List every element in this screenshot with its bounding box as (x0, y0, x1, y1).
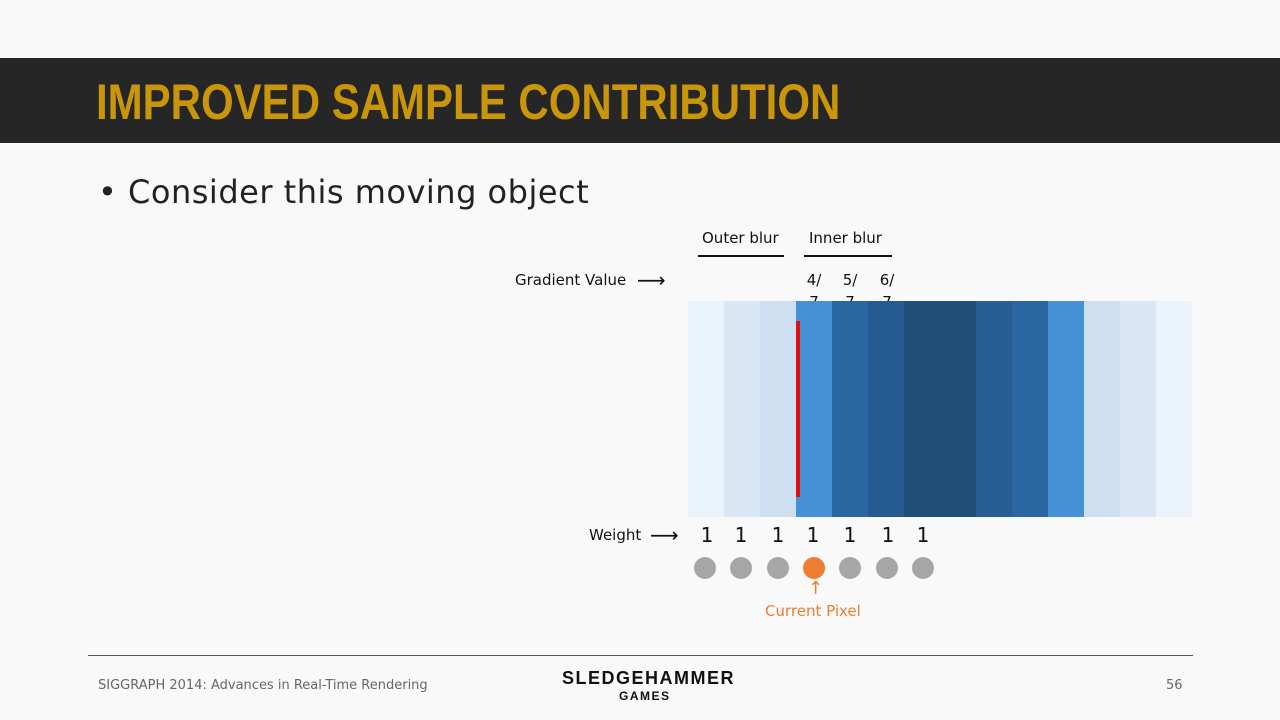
fraction-numerator: 6/ (879, 271, 895, 289)
gradient-band (1084, 301, 1120, 517)
bullet-point: • Consider this moving object (98, 173, 590, 211)
footer-divider (88, 655, 1193, 656)
gradient-band (688, 301, 724, 517)
right-arrow-icon: ⟶ (637, 268, 666, 292)
gradient-band (796, 301, 832, 517)
right-arrow-icon: ⟶ (650, 523, 679, 547)
weight-value: 1 (881, 523, 895, 547)
gradient-band (760, 301, 796, 517)
outer-blur-underline (698, 255, 784, 257)
gradient-band (868, 301, 904, 517)
weight-value: 1 (700, 523, 714, 547)
weight-value: 1 (771, 523, 785, 547)
sample-dot (767, 557, 789, 579)
current-pixel-dot (803, 557, 825, 579)
sample-dot (730, 557, 752, 579)
outer-blur-label: Outer blur (702, 229, 779, 247)
weight-value: 1 (734, 523, 748, 547)
logo-sledgehammer: SLEDGEHAMMER (562, 668, 736, 688)
fraction-numerator: 5/ (842, 271, 858, 289)
gradient-band (904, 301, 940, 517)
title-bar (0, 58, 1280, 143)
weight-value: 1 (843, 523, 857, 547)
sample-dot (839, 557, 861, 579)
slide-title: IMPROVED SAMPLE CONTRIBUTION (96, 74, 841, 130)
footer-conference: SIGGRAPH 2014: Advances in Real-Time Ren… (98, 678, 428, 693)
gradient-band (832, 301, 868, 517)
gradient-band (976, 301, 1012, 517)
motion-blur-strip (688, 301, 1192, 517)
current-pixel-label: Current Pixel (765, 602, 861, 620)
object-edge-line (796, 321, 800, 497)
fraction-numerator: 4/ (806, 271, 822, 289)
inner-blur-underline (804, 255, 892, 257)
sample-dot (912, 557, 934, 579)
gradient-band (940, 301, 976, 517)
logo-games: GAMES (619, 689, 671, 703)
inner-blur-label: Inner blur (809, 229, 882, 247)
gradient-band (1120, 301, 1156, 517)
up-arrow-icon: ↑ (808, 578, 824, 599)
weight-value: 1 (806, 523, 820, 547)
page-number: 56 (1166, 678, 1183, 693)
sample-dot (694, 557, 716, 579)
gradient-value-label: Gradient Value (515, 271, 627, 289)
weight-label: Weight (589, 526, 642, 544)
gradient-band (1048, 301, 1084, 517)
gradient-band (724, 301, 760, 517)
weight-value: 1 (916, 523, 930, 547)
sample-dot (876, 557, 898, 579)
gradient-band (1012, 301, 1048, 517)
gradient-band (1156, 301, 1192, 517)
